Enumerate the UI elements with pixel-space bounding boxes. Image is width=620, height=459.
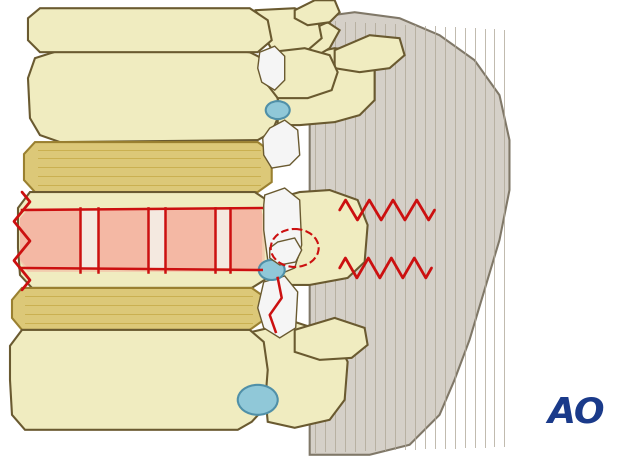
Polygon shape: [335, 35, 405, 72]
Text: AO: AO: [547, 396, 605, 430]
Ellipse shape: [266, 101, 290, 119]
Polygon shape: [28, 8, 272, 52]
Polygon shape: [165, 210, 215, 268]
Polygon shape: [12, 288, 266, 330]
Polygon shape: [255, 8, 322, 55]
Polygon shape: [215, 210, 230, 268]
Polygon shape: [252, 322, 348, 428]
Polygon shape: [309, 12, 510, 455]
Polygon shape: [258, 46, 285, 90]
Polygon shape: [258, 276, 298, 338]
Polygon shape: [294, 22, 340, 60]
Polygon shape: [294, 0, 340, 25]
Polygon shape: [20, 210, 80, 268]
Polygon shape: [98, 210, 148, 268]
Ellipse shape: [237, 385, 278, 415]
Polygon shape: [28, 48, 278, 142]
Polygon shape: [270, 48, 374, 125]
Polygon shape: [270, 238, 302, 265]
Polygon shape: [148, 210, 165, 268]
Polygon shape: [294, 318, 368, 360]
Polygon shape: [263, 120, 299, 168]
Polygon shape: [18, 192, 275, 288]
Polygon shape: [80, 210, 98, 268]
Polygon shape: [230, 210, 262, 268]
Polygon shape: [10, 330, 268, 430]
Polygon shape: [268, 48, 338, 98]
Polygon shape: [24, 142, 272, 192]
Polygon shape: [265, 190, 368, 285]
Ellipse shape: [259, 260, 285, 280]
Polygon shape: [20, 208, 265, 272]
Polygon shape: [264, 188, 302, 275]
